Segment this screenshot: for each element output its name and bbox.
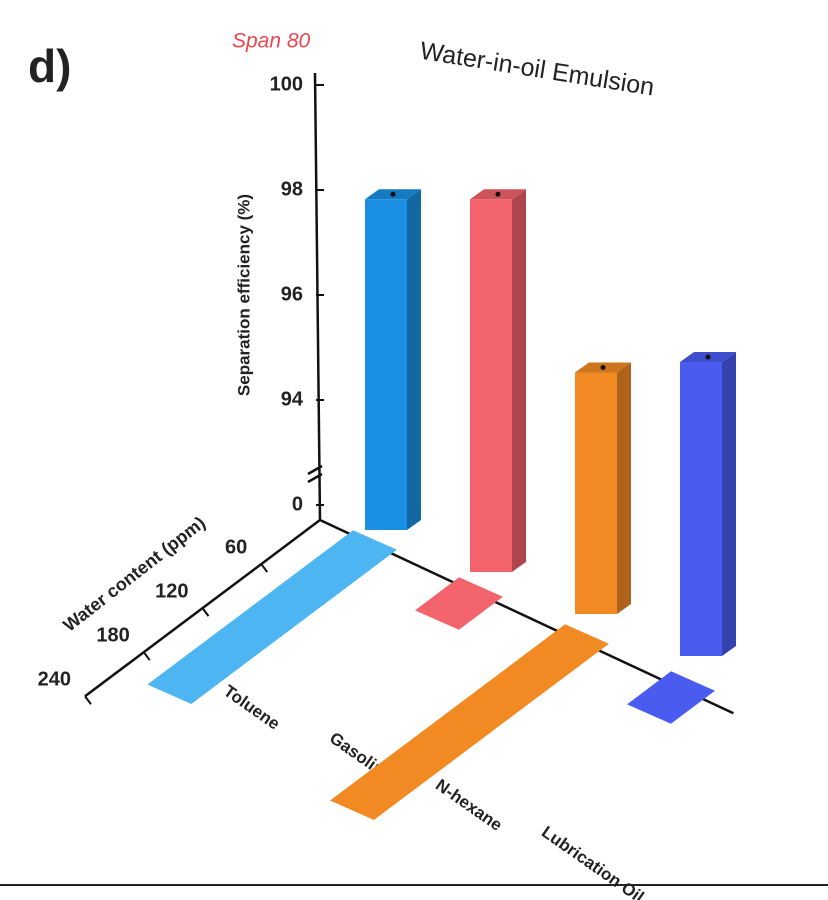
bar-front: [365, 199, 407, 530]
y-tick-label: 96: [281, 283, 303, 305]
error-dot: [705, 354, 711, 360]
axis-break: [307, 464, 323, 484]
y-axis-label: Separation efficiency (%): [234, 194, 253, 396]
z-tick: [142, 651, 151, 661]
bar: [575, 362, 631, 614]
z-tick-label: 120: [155, 580, 188, 602]
bar-front: [680, 362, 722, 656]
floor-bar: [626, 671, 715, 724]
z-axis-label: Water content (ppm): [59, 512, 209, 635]
bar-front: [575, 372, 617, 614]
y-tick-label: 0: [292, 493, 303, 515]
floor-bar: [330, 624, 609, 820]
x-tick-label: Lubrication Oil: [538, 822, 647, 900]
z-tick-label: 240: [38, 669, 71, 691]
y-tick-label: 100: [270, 73, 303, 95]
chart-title: Water-in-oil Emulsion: [418, 37, 656, 102]
floor-bar: [414, 577, 503, 630]
subtitle: Span 80: [232, 30, 311, 53]
x-tick-label: Toluene: [220, 681, 283, 733]
bar-front: [470, 199, 512, 572]
y-tick-label: 98: [281, 178, 303, 200]
z-tick: [260, 563, 269, 573]
z-tick-label: 180: [96, 624, 129, 646]
panel-label: d): [28, 40, 71, 92]
y-axis: [313, 72, 322, 521]
bar-side: [617, 362, 631, 614]
error-dot: [600, 365, 606, 370]
bar-side: [722, 352, 736, 656]
bar: [680, 352, 736, 656]
error-dot: [390, 191, 396, 197]
bar-side: [407, 189, 421, 530]
y-tick-label: 94: [281, 388, 304, 410]
bar-side: [512, 189, 526, 572]
error-dot: [495, 191, 501, 197]
bar: [365, 189, 421, 530]
z-tick: [201, 607, 210, 617]
z-tick-label: 60: [225, 536, 247, 558]
bar: [470, 189, 526, 572]
z-tick: [84, 695, 92, 705]
x-tick-label: N-hexane: [432, 775, 506, 834]
floor-bar: [147, 530, 397, 704]
